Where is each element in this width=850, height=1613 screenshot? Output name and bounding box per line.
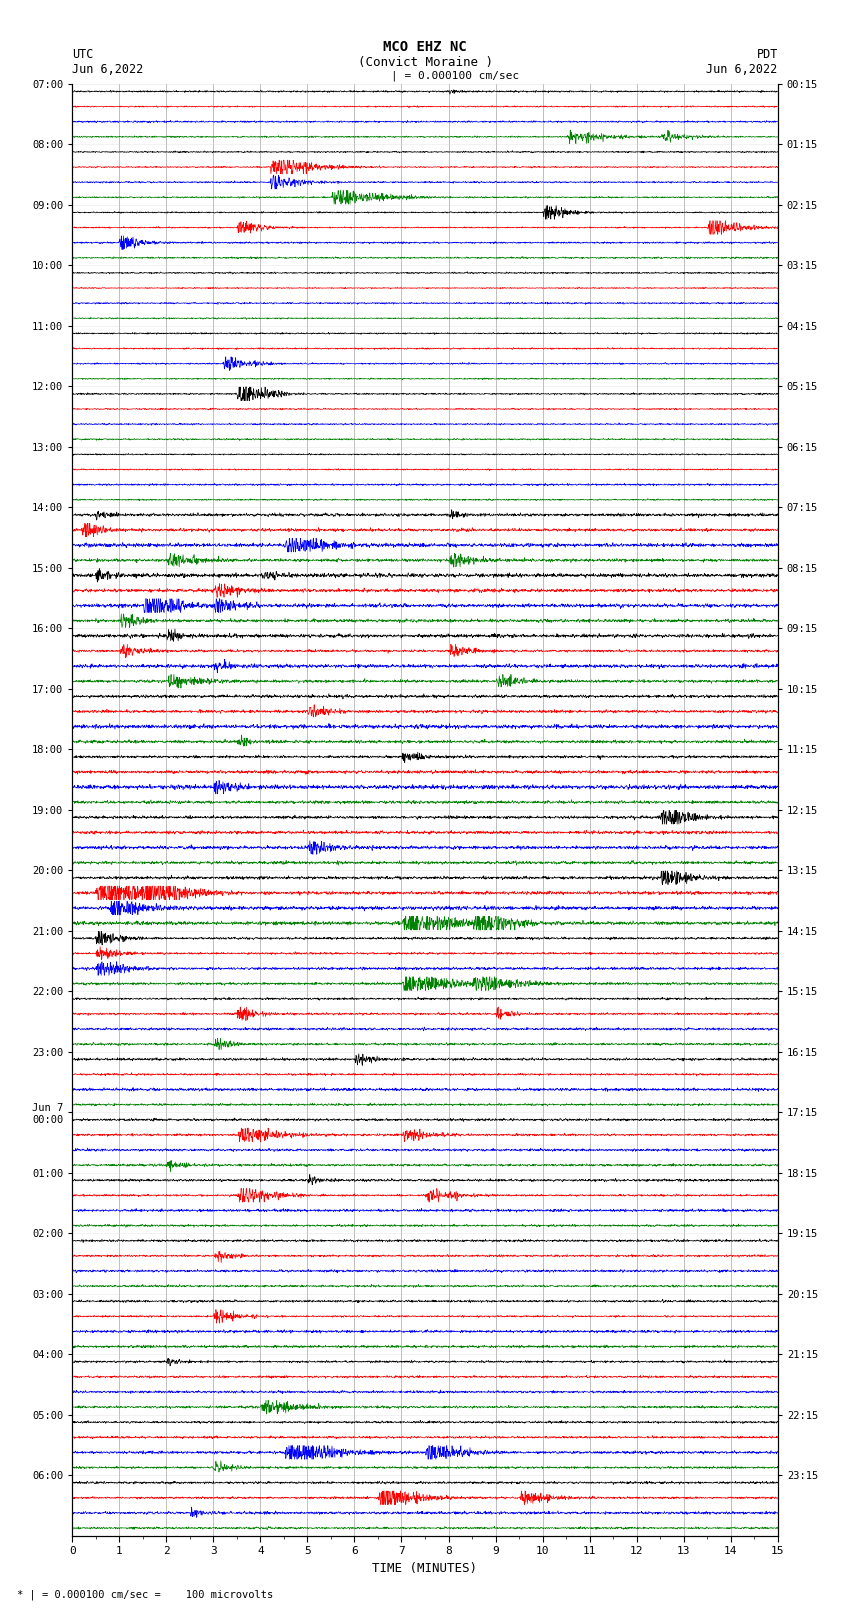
- Text: Jun 6,2022: Jun 6,2022: [706, 63, 778, 76]
- Text: UTC: UTC: [72, 48, 94, 61]
- Text: Jun 6,2022: Jun 6,2022: [72, 63, 144, 76]
- Text: (Convict Moraine ): (Convict Moraine ): [358, 56, 492, 69]
- Text: | = 0.000100 cm/sec: | = 0.000100 cm/sec: [391, 71, 519, 82]
- X-axis label: TIME (MINUTES): TIME (MINUTES): [372, 1561, 478, 1574]
- Text: * | = 0.000100 cm/sec =    100 microvolts: * | = 0.000100 cm/sec = 100 microvolts: [17, 1589, 273, 1600]
- Text: PDT: PDT: [756, 48, 778, 61]
- Text: MCO EHZ NC: MCO EHZ NC: [383, 40, 467, 55]
